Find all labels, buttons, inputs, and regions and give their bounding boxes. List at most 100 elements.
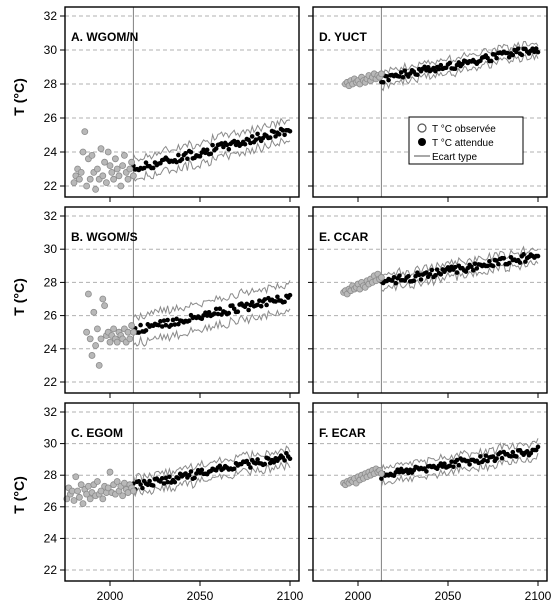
panel-2-expected-point-13: [402, 68, 408, 73]
panel-6-title: F. ECAR: [319, 426, 366, 440]
panel-5-expected-point-38: [199, 467, 205, 473]
panel-3-expected-point-47: [215, 311, 221, 317]
panel-6-expected-point-73: [510, 449, 516, 455]
panel-1-observed-point-22: [110, 175, 117, 183]
panel-2-expected-point-32: [436, 66, 442, 72]
panel-4-expected-point-28: [429, 267, 435, 273]
panel-3-ytick-label-32: 32: [44, 209, 58, 223]
panel-2-expected-point-12: [400, 75, 406, 80]
panel-4-expected-point-50: [469, 264, 474, 270]
y-axis-labels: T (°C) T (°C) T (°C): [11, 78, 27, 513]
panel-4-expected-point-22: [418, 277, 424, 282]
panel-2-expected-point-64: [494, 55, 499, 61]
legend: T °C observée T °C attendue Ecart type: [408, 116, 524, 165]
panel-5: C. EGOM 22 24 26 28 30 32 2000 2050 2100: [44, 402, 304, 603]
ylabel-row-1: T (°C): [11, 78, 27, 115]
panel-4-bg: [313, 207, 547, 393]
panel-6-expected-point-25: [424, 469, 429, 474]
panel-4-expected-point-25: [424, 270, 429, 275]
panel-6-observed-point-21: [377, 470, 385, 478]
panel-1-expected-point-66: [249, 134, 255, 139]
panel-3: B. WGOM/S 22 24 26 28 30 32: [44, 206, 300, 398]
panel-5-ytick-label-24: 24: [44, 531, 58, 545]
panel-5-expected-point-20: [167, 474, 172, 480]
panel-3-observed-point-25: [128, 322, 136, 329]
panel-2-expected-point-86: [533, 46, 539, 51]
panel-1-observed-point-19: [104, 148, 112, 156]
panel-1-ytick-label-24: 24: [44, 145, 58, 159]
panel-6-xtick-label-2100: 2100: [525, 589, 552, 603]
panel-2: D. YUCT: [308, 6, 548, 202]
panel-2-stddev-lower: [381, 52, 539, 92]
panel-6-expected-point-62: [490, 454, 496, 459]
panel-5-observed-point-5: [72, 473, 80, 481]
panel-2-expected-point-11: [398, 70, 404, 75]
panel-2-expected-point-38: [447, 60, 453, 66]
panel-5-expected-point-25: [176, 476, 181, 481]
panels: A. WGOM/N 22 24 26 28 30 32 D. YUCT B. WGOM/S 22 2…: [44, 6, 552, 603]
panel-4-expected-point-68: [501, 255, 507, 261]
panel-6-expected-point-55: [478, 454, 483, 459]
panel-2-expected-point-20: [415, 72, 420, 78]
ylabel-row-2: T (°C): [11, 278, 27, 315]
panel-2-expected-point-63: [492, 52, 498, 57]
panel-6-bg: [313, 403, 547, 581]
panel-2-title: D. YUCT: [319, 30, 367, 44]
panel-1-expected-point-30: [185, 156, 190, 162]
panel-3-expected-point-22: [170, 317, 176, 323]
panel-6-expected-point-59: [485, 458, 490, 464]
panel-5-expected-point-68: [253, 461, 259, 466]
panel-3-expected-point-7: [143, 328, 149, 333]
panel-6-expected-point-43: [456, 462, 462, 468]
panel-1-ytick-label-32: 32: [44, 9, 58, 23]
panel-1-observed-point-18: [103, 179, 110, 187]
panel-4-title: E. CCAR: [319, 230, 369, 244]
panel-1-observed-point-32: [128, 158, 136, 166]
panel-4-expected-point-15: [406, 273, 411, 279]
panel-6-expected-point-38: [447, 463, 453, 469]
panel-3-title: B. WGOM/S: [71, 230, 138, 244]
panel-3-observed-point-1: [85, 290, 92, 298]
panel-4-stddev-lower: [381, 259, 539, 292]
panel-4-expected-point-71: [506, 260, 512, 266]
panel-2-expected-point-3: [384, 74, 390, 79]
panel-1: A. WGOM/N 22 24 26 28 30 32: [44, 6, 300, 202]
panel-6-expected-point-57: [481, 457, 487, 463]
panel-4-stddev-upper: [381, 245, 539, 278]
panel-3-observed-point-3: [88, 352, 96, 359]
panel-1-expected-point-84: [282, 132, 287, 138]
panel-1-observed-point-27: [119, 162, 126, 170]
panel-3-expected-point-38: [199, 316, 205, 322]
panel-1-observed-point-33: [129, 172, 137, 180]
panel-5-ytick-label-28: 28: [44, 468, 58, 482]
panel-2-expected-point-33: [438, 62, 444, 68]
panel-5-expected-point-73: [262, 461, 268, 467]
panel-5-ytick-label-22: 22: [44, 563, 58, 577]
panel-1-ytick-label-22: 22: [44, 179, 58, 193]
panel-1-expected-point-6: [141, 165, 147, 171]
panel-1-expected-point-81: [276, 131, 282, 137]
panel-3-expected-point-15: [158, 319, 163, 324]
panel-2-stddev-upper: [381, 40, 539, 78]
panel-3-frame: [64, 206, 300, 394]
panel-3-expected-point-25: [176, 321, 181, 327]
panel-3-observed-point-17: [113, 338, 121, 346]
panel-2-expected-point-4: [386, 77, 391, 83]
panel-1-observed-point-16: [99, 172, 107, 180]
panel-3-observed-point-15: [110, 325, 117, 333]
panel-3-expected-point-21: [168, 322, 174, 328]
panel-1-expected-point-68: [253, 137, 259, 142]
panel-5-expected-point-87: [287, 456, 293, 462]
panel-3-expected-point-48: [217, 306, 223, 312]
panel-4-expected-point-33: [438, 272, 444, 277]
panel-6-xtick-label-2050: 2050: [435, 589, 462, 603]
panel-5-observed-point-37: [129, 487, 137, 495]
panel-4-expected-point-42: [454, 270, 460, 275]
panel-5-observed-point-6: [74, 487, 81, 495]
panel-1-observed-point-15: [97, 145, 105, 153]
panel-1-expected-point-24: [174, 159, 179, 165]
panel-6-stddev-upper: [380, 438, 539, 471]
panel-3-ytick-label-22: 22: [44, 375, 58, 389]
panel-6-expected-point-81: [524, 449, 530, 454]
panel-4-expected-point-30: [433, 272, 438, 278]
